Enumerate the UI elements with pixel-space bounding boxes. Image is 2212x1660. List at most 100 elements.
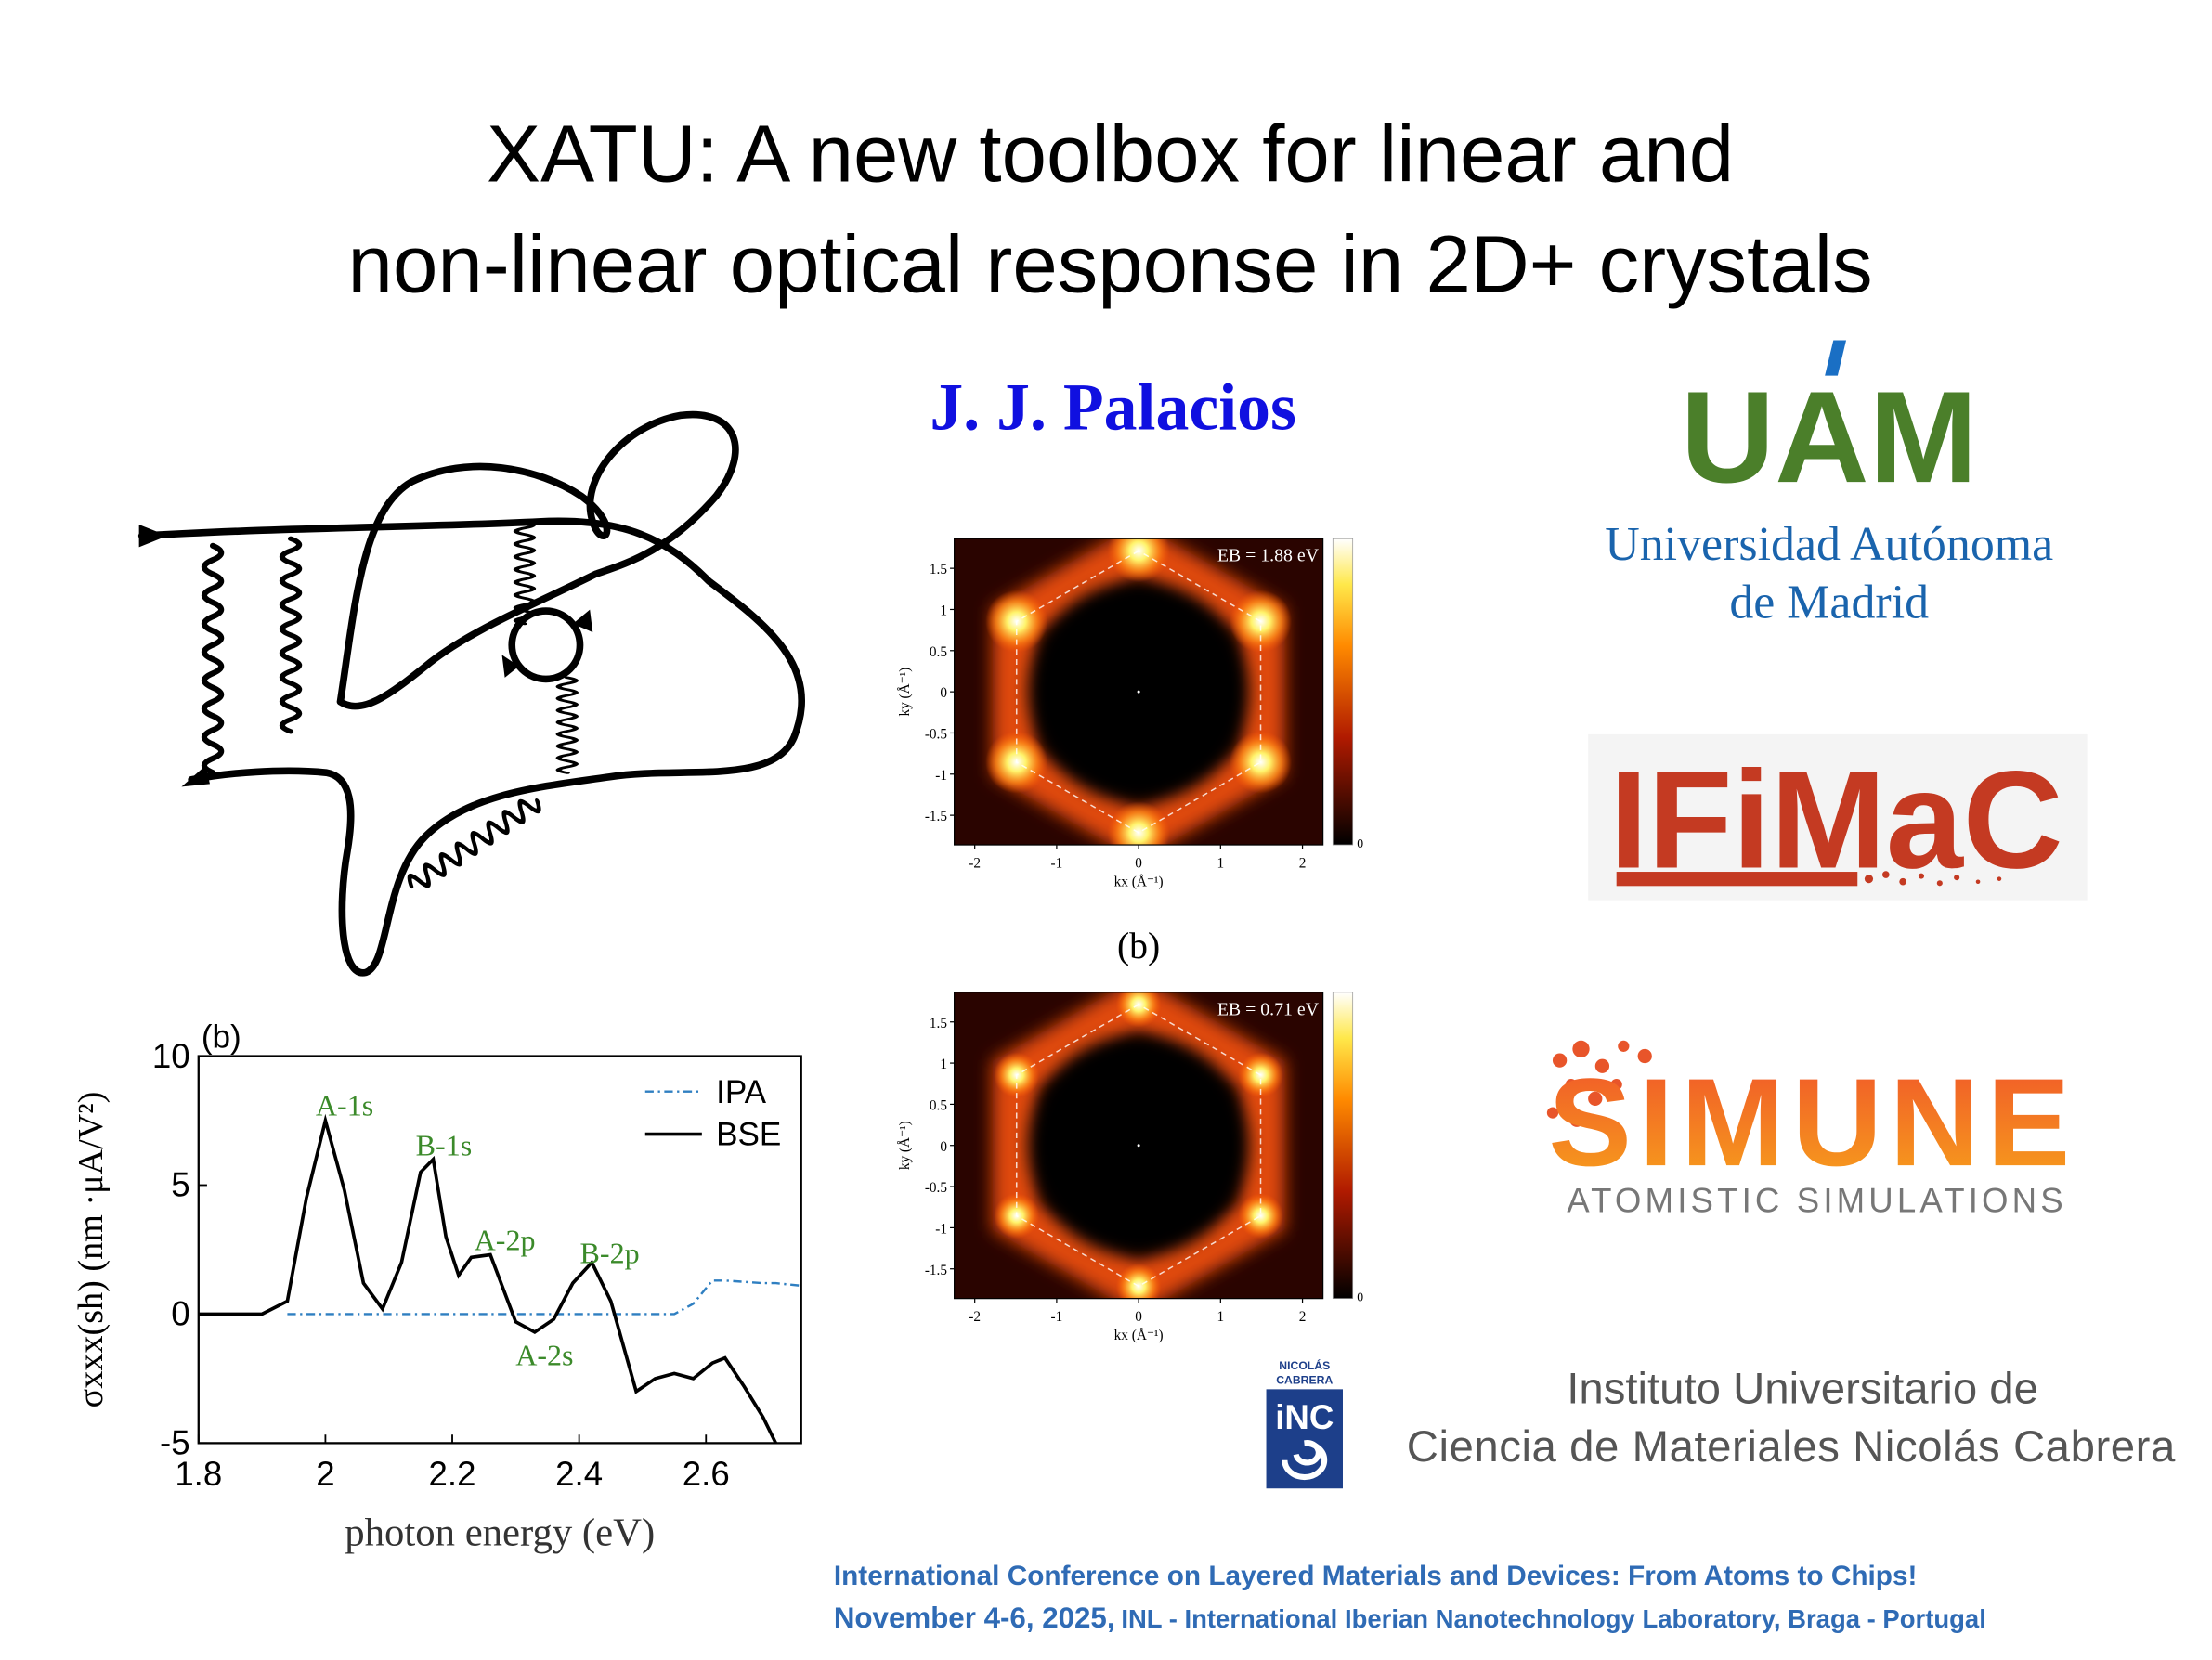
uam-name: Universidad Autónoma xyxy=(1605,518,2053,571)
inc-box xyxy=(1266,1389,1343,1489)
legend-label: BSE xyxy=(716,1117,781,1153)
annotation: B-1s xyxy=(416,1128,473,1161)
heatmap-label: EB = 0.71 eV xyxy=(1217,999,1320,1019)
heatmap-spot xyxy=(1229,590,1293,653)
x-tick-label: -2 xyxy=(969,1309,981,1325)
heatmap-spot xyxy=(1229,731,1293,794)
y-tick-label: 1 xyxy=(940,603,947,619)
x-tick-label: 0 xyxy=(1135,855,1142,871)
x-tick-label: 1 xyxy=(1217,1309,1225,1325)
y-tick-label: 0 xyxy=(940,685,947,701)
x-axis-label: kx (Å⁻¹) xyxy=(1114,874,1164,889)
y-tick-label: 1 xyxy=(940,1057,947,1072)
y-tick-label: 1.5 xyxy=(930,562,947,577)
panel-label: (b) xyxy=(1117,926,1160,966)
heatmap: EB = 0.71 eV 0 -2 -1 0 1 2 -1.5 -1 -0.5 0 0.5 1 1.5 kx… xyxy=(897,926,1364,1343)
footer-date: November 4-6, 2025, xyxy=(834,1602,1115,1634)
footer-venue: INL - International Iberian Nanotechnolo… xyxy=(1121,1604,1986,1633)
logo-molecule xyxy=(1546,1040,1652,1127)
colorbar xyxy=(1332,538,1354,846)
simune-tagline: ATOMISTIC SIMULATIONS xyxy=(1567,1181,2062,1219)
panel-label: (b) xyxy=(202,1018,241,1055)
x-tick-label: 2 xyxy=(316,1455,334,1493)
y-tick-label: -0.5 xyxy=(925,1180,948,1196)
arrowhead xyxy=(501,655,519,678)
inc-swirl xyxy=(1282,1440,1328,1481)
inc-name: Ciencia de Materiales Nicolás Cabrera xyxy=(1407,1422,2176,1472)
inc-mark: iNC xyxy=(1275,1398,1334,1436)
x-axis-label: kx (Å⁻¹) xyxy=(1114,1328,1164,1343)
arrowhead xyxy=(572,609,593,632)
logo-dots xyxy=(1864,871,2002,887)
x-tick-label: 2.2 xyxy=(429,1455,476,1493)
x-tick-label: 1 xyxy=(1217,855,1225,871)
simune-mark: SIMUNE xyxy=(1548,1053,2070,1192)
x-tick-label: 2.4 xyxy=(555,1455,603,1493)
hexagon xyxy=(1015,1004,1262,1288)
annotation: B-2p xyxy=(580,1236,640,1269)
line-chart: 1.8 2 2.2 2.4 2.6 -5 0 5 10 IPA BSE A-1s B-1s A-2p A-2… xyxy=(72,1018,802,1554)
x-tick-label: -1 xyxy=(1051,855,1063,871)
y-tick-label: -1.5 xyxy=(925,1263,948,1278)
inc-small: CABRERA xyxy=(1276,1373,1333,1386)
colorbar-tick-label: 0 xyxy=(1357,1290,1363,1304)
y-tick-label: 1.5 xyxy=(930,1016,947,1031)
footer-line: November 4-6, 2025, INL - International … xyxy=(834,1602,1986,1634)
diagram xyxy=(137,410,806,977)
logo-accent xyxy=(1825,340,1847,376)
plot-frame xyxy=(197,1055,802,1445)
author: J. J. Palacios xyxy=(930,370,1296,445)
x-tick-label: 2.6 xyxy=(683,1455,730,1493)
y-axis-label: ky (Å⁻¹) xyxy=(897,668,913,717)
heatmap-label: EB = 1.88 eV xyxy=(1217,546,1320,566)
colorbar-tick-label: 0 xyxy=(1357,836,1363,850)
arrowhead xyxy=(138,524,168,548)
y-tick-label: -1 xyxy=(935,1222,947,1238)
ifimac-mark: IFiMaC xyxy=(1609,742,2063,897)
title-line: non-linear optical response in 2D+ cryst… xyxy=(348,220,1873,310)
heatmap-spot xyxy=(1115,992,1162,1028)
x-axis-label: photon energy (eV) xyxy=(345,1511,655,1554)
annotation: A-2p xyxy=(475,1224,536,1257)
logo-bar xyxy=(1616,872,1858,887)
arrowhead xyxy=(181,765,210,787)
uam-name: de Madrid xyxy=(1729,577,1929,629)
inc-small: NICOLÁS xyxy=(1279,1358,1330,1372)
uam-mark: UAM xyxy=(1681,364,1978,510)
inc-name: Instituto Universitario de xyxy=(1567,1365,2038,1414)
heatmap: EB = 1.88 eV 0 -2 -1 0 1 2 -1.5 -1 -0.5 0 0.5 1 1.5 kx… xyxy=(897,538,1363,889)
y-tick-label: 10 xyxy=(152,1037,190,1075)
y-tick-label: -5 xyxy=(160,1424,190,1462)
center-dot xyxy=(1137,690,1140,694)
y-tick-label: 0.5 xyxy=(930,644,947,660)
x-tick-label: -2 xyxy=(969,855,981,871)
annotation: A-1s xyxy=(316,1089,373,1122)
annotation: A-2s xyxy=(515,1338,573,1371)
x-tick-label: 2 xyxy=(1299,1309,1307,1325)
y-axis-label: σxxx(sh) (nm ·μA/V²) xyxy=(72,1092,111,1408)
y-tick-label: 5 xyxy=(171,1166,189,1204)
series-line xyxy=(198,1113,778,1444)
heatmap-image xyxy=(954,992,1323,1299)
y-tick-label: -1.5 xyxy=(925,809,948,824)
heatmap-spot xyxy=(1115,1264,1162,1299)
colorbar xyxy=(1332,992,1354,1300)
hexagon xyxy=(1015,550,1262,834)
heatmap-spot xyxy=(1238,1052,1283,1098)
y-tick-label: 0 xyxy=(940,1139,947,1155)
y-tick-label: 0 xyxy=(171,1295,189,1333)
x-tick-label: -1 xyxy=(1051,1309,1063,1325)
y-axis-label: ky (Å⁻¹) xyxy=(897,1121,913,1170)
footer-line: International Conference on Layered Mate… xyxy=(834,1561,1918,1591)
y-tick-label: -0.5 xyxy=(925,727,948,743)
x-tick-label: 0 xyxy=(1135,1309,1142,1325)
series-line xyxy=(287,1279,801,1316)
heatmap-spot xyxy=(1107,801,1170,846)
legend-label: IPA xyxy=(716,1074,767,1110)
y-tick-label: 0.5 xyxy=(930,1098,947,1114)
y-tick-label: -1 xyxy=(935,768,947,784)
heatmap-spot xyxy=(1238,1193,1283,1239)
center-dot xyxy=(1137,1144,1140,1148)
